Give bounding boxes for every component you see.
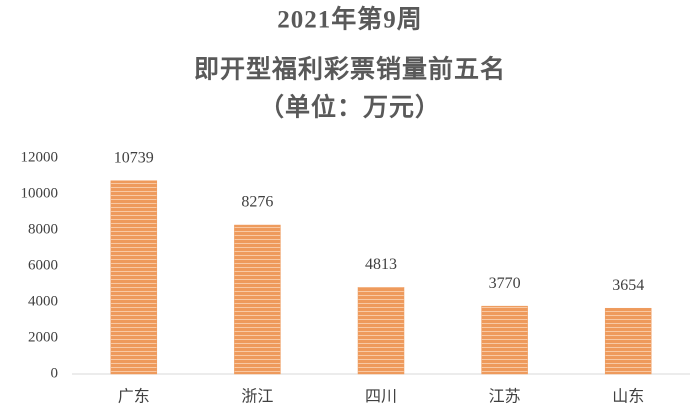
data-label: 10739 xyxy=(114,149,154,166)
bar xyxy=(481,305,528,375)
bar xyxy=(604,307,652,375)
data-label: 3770 xyxy=(489,275,521,292)
chart-title: 2021年第9周 xyxy=(277,5,423,34)
y-tick-label: 4000 xyxy=(28,293,58,309)
x-tick-label: 山东 xyxy=(612,388,644,406)
data-label: 8276 xyxy=(241,194,273,211)
y-tick-label: 8000 xyxy=(28,221,58,237)
y-tick-label: 2000 xyxy=(28,329,58,345)
y-tick-label: 6000 xyxy=(28,257,58,273)
y-tick-label: 0 xyxy=(51,365,59,381)
bar xyxy=(110,180,158,375)
x-tick-label: 广东 xyxy=(118,388,150,406)
bar xyxy=(234,224,281,375)
y-tick-label: 10000 xyxy=(21,185,59,201)
data-label: 4813 xyxy=(365,256,397,273)
x-tick-label: 江苏 xyxy=(489,388,521,406)
x-tick-label: 浙江 xyxy=(241,388,273,406)
bar xyxy=(357,287,405,375)
data-label: 3654 xyxy=(612,277,644,294)
y-tick-label: 12000 xyxy=(21,149,59,165)
chart-subtitle: 即开型福利彩票销量前五名 xyxy=(194,55,506,84)
chart-subtitle: （单位：万元） xyxy=(259,93,441,122)
x-tick-label: 四川 xyxy=(365,389,397,406)
